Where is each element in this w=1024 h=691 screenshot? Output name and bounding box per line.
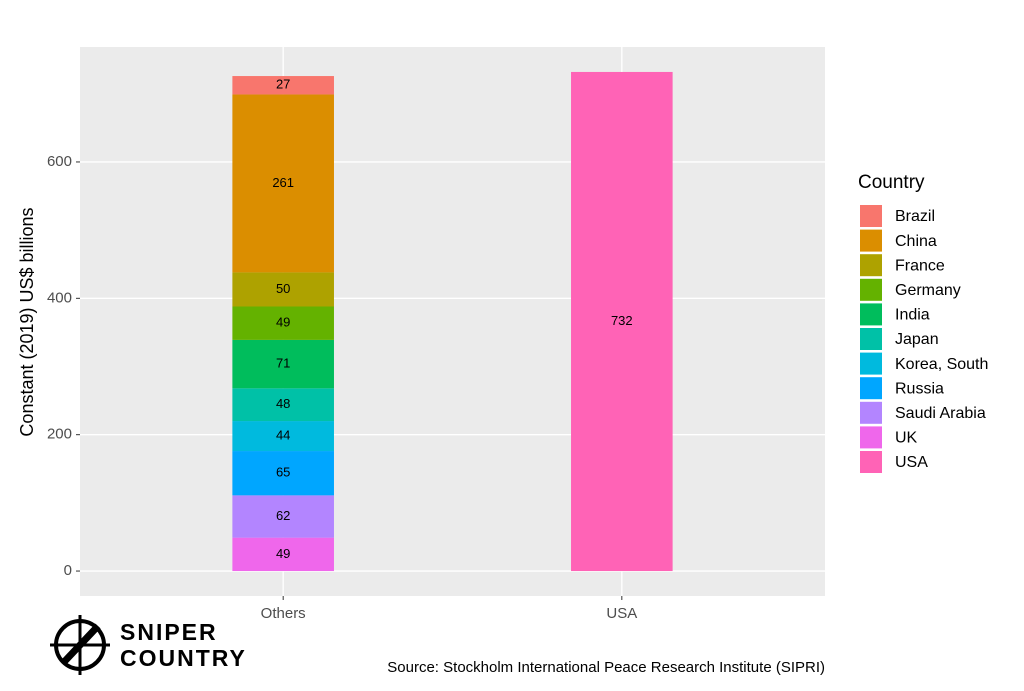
legend-label: China: [895, 233, 937, 250]
value-label: 261: [272, 175, 294, 190]
logo-icon: [61, 623, 101, 665]
legend-swatch: [860, 352, 882, 375]
legend-label: USA: [895, 454, 928, 471]
value-label: 27: [276, 77, 290, 92]
value-label: 44: [276, 427, 290, 442]
value-label: 49: [276, 546, 290, 561]
x-tick-label: Others: [261, 605, 306, 622]
y-tick-label: 400: [47, 289, 72, 306]
legend-swatch: [860, 401, 882, 424]
value-label: 732: [611, 313, 633, 328]
legend-swatch: [860, 451, 882, 473]
bar-segment: [232, 272, 334, 307]
bar-segment: [232, 421, 334, 452]
value-label: 62: [276, 508, 290, 523]
legend-label: India: [895, 307, 930, 324]
value-label: 71: [276, 356, 290, 371]
bar-segment: [232, 76, 334, 95]
bars: 49 62 65 44 48 71 49 50 261 27 732: [232, 71, 673, 572]
legend-swatch: [860, 426, 882, 449]
legend-label: Japan: [895, 331, 939, 348]
bar-segment: [232, 94, 334, 273]
x-tick-label: USA: [606, 605, 637, 622]
plot-panel: [80, 47, 825, 596]
legend-title: Country: [858, 172, 925, 193]
value-label: 48: [276, 396, 290, 411]
value-label: 50: [276, 281, 290, 296]
legend-label: Saudi Arabia: [895, 405, 986, 422]
legend-swatch: [860, 303, 882, 326]
bar-segment: [232, 339, 334, 389]
legend-label: Korea, South: [895, 356, 988, 373]
bar-segment: [232, 306, 334, 340]
bar-segment: [232, 388, 334, 422]
logo-text: COUNTRY: [120, 645, 247, 671]
bar-segment: [232, 495, 334, 538]
legend-label: UK: [895, 430, 918, 447]
logo: SNIPER COUNTRY: [50, 615, 247, 675]
legend-swatch: [860, 229, 882, 252]
legend-label: France: [895, 257, 945, 274]
legend-label: Germany: [895, 282, 961, 299]
y-axis-title: Constant (2019) US$ billions: [17, 207, 37, 436]
y-tick-label: 600: [47, 153, 72, 170]
y-tick-label: 200: [47, 426, 72, 443]
legend-label: Brazil: [895, 208, 935, 225]
legend-swatch: [860, 328, 882, 350]
caption: Source: Stockholm International Peace Re…: [387, 659, 825, 676]
legend-swatch: [860, 278, 882, 301]
legend-swatch: [860, 254, 882, 277]
bar-segment: [571, 71, 673, 572]
legend-swatch: [860, 377, 882, 400]
y-tick-label: 0: [64, 562, 72, 579]
value-label: 49: [276, 315, 290, 330]
legend-swatch: [860, 205, 882, 227]
logo-text: SNIPER: [120, 619, 218, 645]
legend-label: Russia: [895, 380, 944, 397]
value-label: 65: [276, 465, 290, 480]
bar-segment: [232, 451, 334, 496]
bar-segment: [232, 537, 334, 572]
